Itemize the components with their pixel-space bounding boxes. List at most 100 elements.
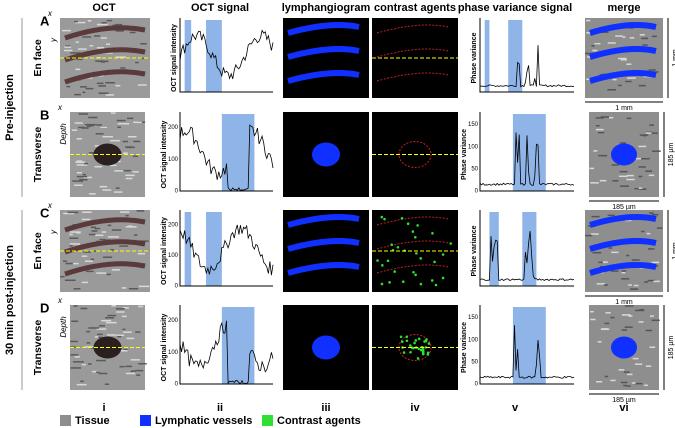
contrast-dot	[426, 351, 430, 355]
scale-label-v: 1 mm	[672, 49, 675, 67]
column-header: merge	[607, 2, 640, 14]
speckle	[118, 350, 128, 352]
panel-letter: A	[40, 13, 50, 28]
column-numeral: v	[512, 402, 519, 414]
vessel-dark	[64, 25, 146, 41]
lymph-vessel	[287, 238, 360, 252]
speckle	[621, 271, 626, 274]
speckle	[128, 225, 133, 227]
tick-label: 0	[475, 189, 479, 195]
speckle	[645, 170, 653, 172]
speckle	[122, 328, 126, 331]
speckle	[645, 329, 653, 332]
speckle	[611, 251, 619, 254]
speckle	[115, 84, 121, 87]
speckle	[602, 261, 608, 263]
speckle	[115, 23, 123, 26]
merge-vessel	[589, 238, 657, 252]
scale-label-h: 1 mm	[615, 299, 633, 306]
plot-axes	[479, 18, 574, 93]
speckle	[74, 20, 78, 23]
vessel-dark	[64, 217, 146, 233]
speckle	[106, 273, 111, 276]
merge-vessel	[589, 214, 657, 228]
contrast-dot	[414, 235, 417, 239]
speckle	[592, 49, 598, 52]
column-header: contrast agents	[374, 2, 456, 14]
lymph-vessel	[287, 46, 360, 60]
contrast-dot	[441, 253, 445, 256]
speckle	[94, 165, 103, 168]
group-label: 30 min post-injection	[4, 245, 16, 355]
speckle	[92, 370, 100, 373]
speckle	[76, 138, 82, 140]
scale-label-h: 185 µm	[612, 397, 636, 404]
speckle	[107, 224, 112, 227]
contrast-dot	[402, 351, 406, 354]
speckle	[647, 248, 655, 250]
speckle	[116, 334, 125, 337]
speckle	[89, 44, 94, 47]
speckle	[84, 346, 95, 348]
vessel-dark	[64, 69, 146, 85]
speckle	[90, 226, 96, 229]
speckle	[640, 157, 650, 160]
speckle	[101, 319, 112, 322]
speckle	[82, 173, 86, 176]
scale-label-v: 185 µm	[668, 336, 675, 360]
speckle	[60, 275, 65, 278]
speckle	[102, 189, 112, 191]
speckle	[626, 385, 631, 387]
contrast-dot	[400, 340, 404, 343]
speckle	[84, 123, 96, 126]
lymph-vessel	[287, 70, 360, 84]
column-numeral: vi	[619, 402, 628, 414]
speckle	[89, 152, 95, 154]
contrast-dot	[401, 280, 405, 284]
column-numeral: ii	[217, 402, 223, 414]
highlight	[221, 307, 255, 384]
speckle	[99, 238, 106, 241]
speckle	[101, 231, 107, 233]
speckle	[138, 285, 150, 288]
speckle	[633, 284, 639, 287]
plot-axes	[479, 305, 574, 385]
speckle	[649, 212, 654, 214]
speckle	[599, 179, 607, 182]
contrast-dot	[380, 215, 384, 219]
column-header: OCT signal	[191, 2, 249, 14]
speckle	[650, 132, 658, 134]
speckle	[72, 180, 84, 182]
speckle	[83, 251, 91, 253]
plot-y-label: OCT signal intensity	[161, 314, 168, 382]
contrast-dot	[416, 224, 419, 227]
speckle	[65, 45, 71, 47]
speckle	[632, 357, 639, 360]
speckle	[119, 365, 125, 368]
speckle	[132, 155, 138, 158]
speckle	[596, 381, 603, 383]
highlight	[184, 212, 192, 286]
contrast-dot	[383, 217, 386, 221]
speckle	[595, 128, 604, 131]
speckle	[82, 36, 92, 38]
vessel-outline	[376, 216, 449, 226]
contrast-dot	[441, 276, 445, 280]
contrast-dot	[431, 231, 434, 235]
speckle	[591, 45, 595, 47]
speckle	[607, 89, 617, 91]
contrast-dot	[421, 352, 425, 356]
speckle	[109, 164, 117, 167]
row-view: Transverse	[32, 127, 44, 183]
speckle	[72, 361, 84, 363]
speckle	[585, 52, 593, 55]
signal-trace	[479, 325, 575, 379]
speckle	[105, 94, 114, 96]
speckle	[592, 251, 602, 254]
plot-axes	[179, 112, 273, 192]
speckle	[607, 42, 616, 44]
speckle	[621, 329, 627, 331]
speckle	[83, 176, 93, 179]
highlight	[206, 212, 222, 286]
plot-axes	[179, 18, 273, 93]
